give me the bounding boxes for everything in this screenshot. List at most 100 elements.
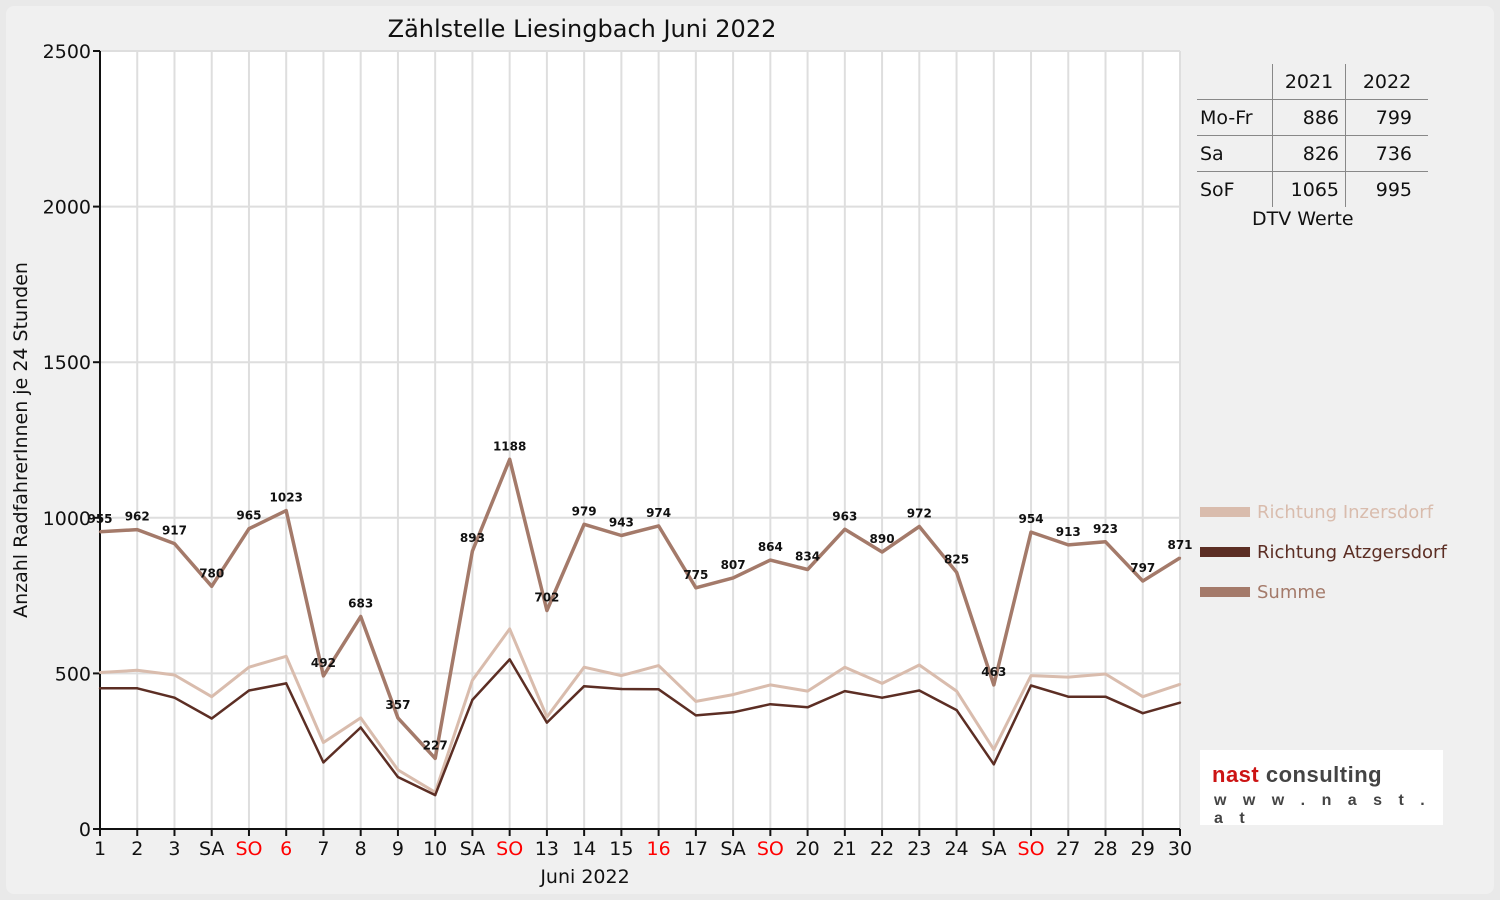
data-label: 834 [795, 549, 820, 563]
x-tick-label: 2 [131, 838, 143, 860]
y-tick-label: 2500 [43, 41, 91, 63]
data-point-inzersdorf [285, 655, 288, 658]
data-point-summe [1178, 556, 1182, 560]
logo-consulting: consulting [1259, 762, 1383, 787]
x-tick-label: 3 [168, 838, 180, 860]
x-tick-label: 30 [1168, 838, 1192, 860]
dtv-row-label: Sa [1197, 135, 1273, 172]
data-point-inzersdorf [657, 664, 660, 667]
dtv-row-sa: Sa 826 736 [1197, 135, 1428, 172]
data-point-atzgersdorf [769, 703, 772, 706]
data-point-inzersdorf [1067, 675, 1070, 679]
data-point-summe [880, 550, 884, 554]
data-label: 683 [348, 596, 373, 610]
data-label: 974 [646, 506, 671, 520]
x-tick-label: 21 [833, 838, 857, 860]
data-point-inzersdorf [1178, 683, 1182, 686]
x-tick-label: SO [235, 838, 262, 860]
data-point-inzersdorf [1141, 695, 1144, 698]
data-point-summe [508, 458, 511, 461]
y-tick-label: 500 [55, 663, 91, 685]
x-tick-label: 23 [907, 838, 931, 860]
x-tick-label: SA [981, 838, 1006, 860]
chart-title: Zählstelle Liesingbach Juni 2022 [388, 15, 777, 43]
data-point-summe [806, 568, 809, 571]
data-point-atzgersdorf [508, 658, 511, 661]
data-point-summe [210, 585, 213, 588]
legend-label: Richtung Atzgersdorf [1257, 541, 1447, 563]
dtv-row-sof: SoF 1065 995 [1197, 171, 1428, 207]
data-point-summe [359, 615, 362, 618]
data-point-inzersdorf [731, 693, 735, 696]
dtv-header-2022: 2022 [1345, 64, 1428, 100]
data-label: 825 [944, 552, 969, 566]
data-point-summe [471, 549, 474, 553]
data-point-summe [620, 534, 623, 537]
x-tick-label: SO [496, 838, 523, 860]
data-point-inzersdorf [694, 700, 698, 703]
dtv-value-2022: 799 [1345, 99, 1428, 136]
x-tick-label: 9 [392, 838, 404, 860]
data-label: 963 [832, 509, 857, 523]
data-point-atzgersdorf [992, 763, 995, 766]
data-point-inzersdorf [396, 768, 400, 772]
data-point-summe [1067, 543, 1070, 547]
legend-swatch [1200, 547, 1250, 557]
data-label: 913 [1056, 525, 1081, 539]
data-label: 807 [721, 558, 746, 572]
data-point-summe [1141, 579, 1144, 583]
dtv-value-2021: 886 [1272, 99, 1346, 136]
data-label: 972 [907, 507, 932, 521]
dtv-value-2022: 995 [1375, 178, 1412, 201]
data-point-summe [955, 571, 958, 574]
data-label: 955 [87, 512, 112, 526]
y-axis-title: Anzahl RadfahrerInnen je 24 Stunden [10, 262, 32, 618]
data-point-inzersdorf [806, 689, 809, 693]
data-point-atzgersdorf [731, 711, 735, 714]
data-point-inzersdorf [955, 689, 958, 693]
y-tick-label: 1500 [43, 352, 91, 374]
data-label: 962 [125, 510, 150, 524]
data-point-inzersdorf [173, 673, 176, 677]
data-point-atzgersdorf [694, 714, 698, 717]
data-label: 1023 [270, 491, 303, 505]
data-point-inzersdorf [359, 716, 362, 720]
x-tick-label: 6 [280, 838, 292, 860]
plot-area [100, 51, 1180, 829]
x-tick-label: 29 [1131, 838, 1155, 860]
data-point-summe [247, 527, 251, 530]
data-point-inzersdorf [1104, 672, 1107, 676]
data-label: 890 [870, 532, 895, 546]
data-point-atzgersdorf [433, 793, 437, 797]
data-point-atzgersdorf [471, 698, 474, 702]
data-point-summe [843, 528, 847, 531]
data-label: 702 [534, 591, 559, 605]
data-point-atzgersdorf [322, 761, 325, 764]
x-tick-label: 8 [355, 838, 367, 860]
data-point-inzersdorf [471, 679, 474, 682]
data-point-summe [98, 530, 102, 534]
data-label: 357 [385, 698, 410, 712]
data-point-inzersdorf [98, 671, 102, 674]
x-tick-label: 13 [535, 838, 559, 860]
x-tick-label: 28 [1093, 838, 1117, 860]
logo-wordmark: nast consulting [1212, 762, 1382, 788]
data-point-summe [136, 528, 139, 531]
legend-item-inzersdorf: Richtung Inzersdorf [1200, 492, 1447, 532]
data-point-inzersdorf [508, 627, 511, 631]
dtv-value-2022: 736 [1345, 135, 1428, 172]
dtv-row-label: Mo-Fr [1197, 99, 1273, 136]
legend-label: Summe [1257, 581, 1326, 603]
data-point-inzersdorf [992, 748, 995, 751]
data-point-atzgersdorf [359, 726, 362, 729]
data-label: 864 [758, 540, 783, 554]
x-tick-label: 7 [317, 838, 329, 860]
dtv-caption: DTV Werte [1252, 208, 1354, 230]
data-label: 797 [1130, 561, 1155, 575]
data-point-summe [396, 716, 400, 720]
x-tick-label: 10 [423, 838, 447, 860]
data-point-summe [545, 609, 549, 612]
data-point-atzgersdorf [545, 721, 549, 724]
data-point-atzgersdorf [1067, 695, 1070, 698]
